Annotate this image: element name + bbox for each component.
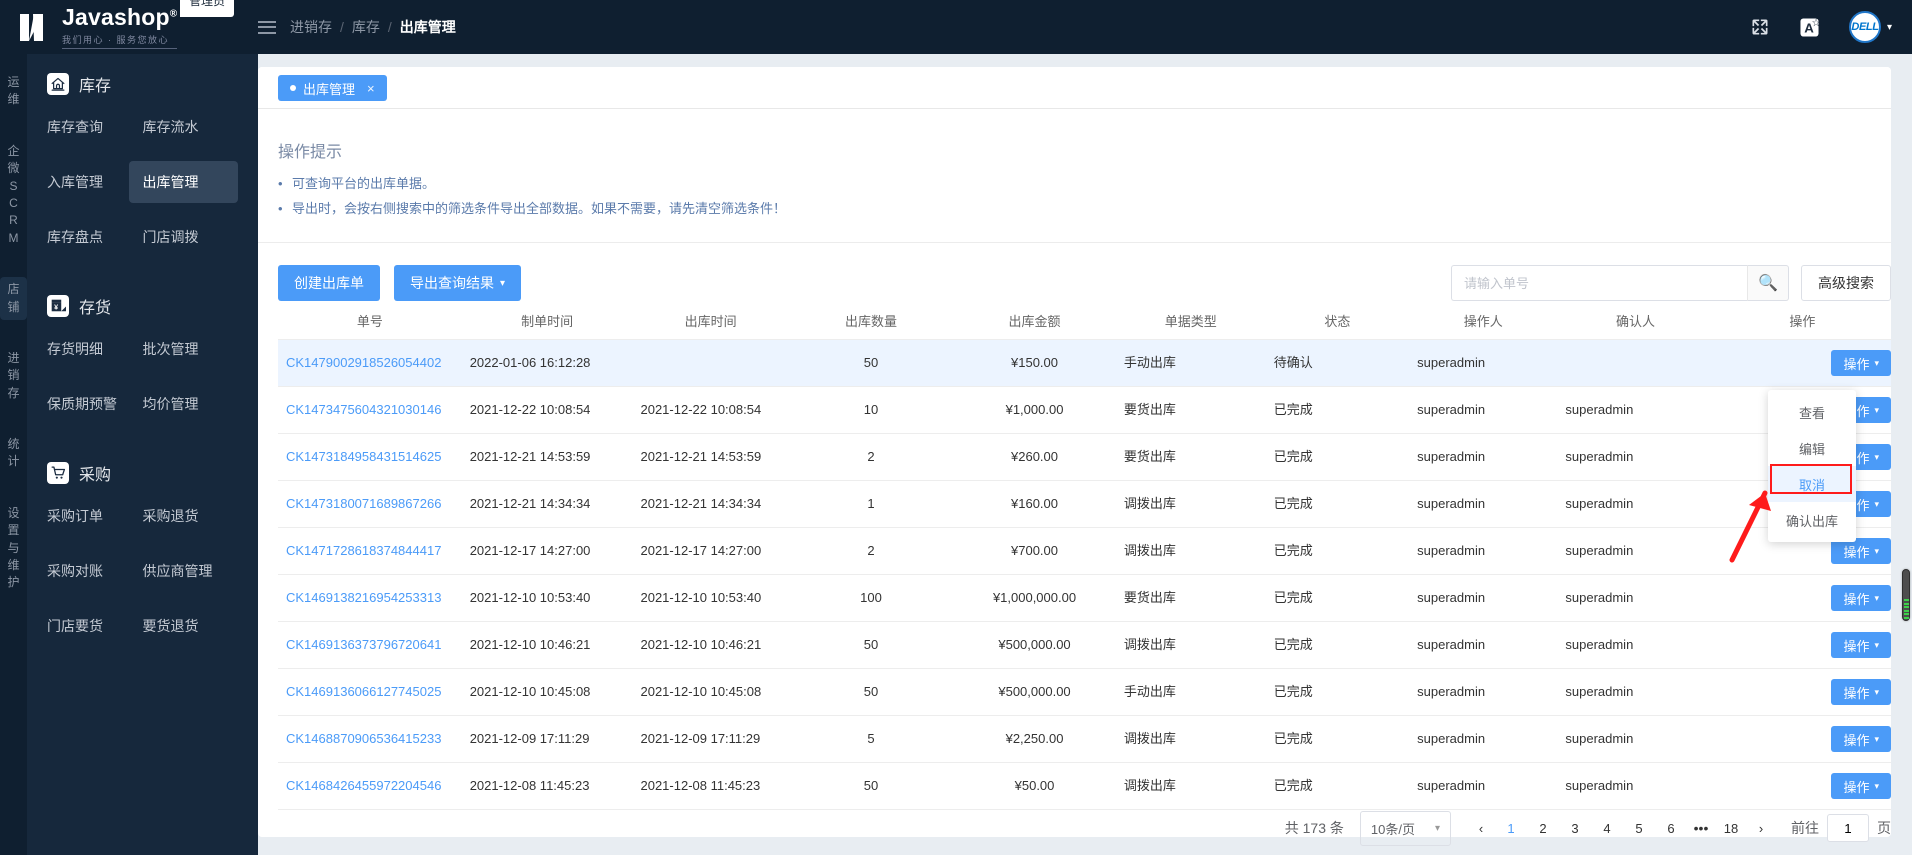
svg-text:¥: ¥ [54,303,58,311]
svg-text:☆: ☆ [1812,18,1819,28]
